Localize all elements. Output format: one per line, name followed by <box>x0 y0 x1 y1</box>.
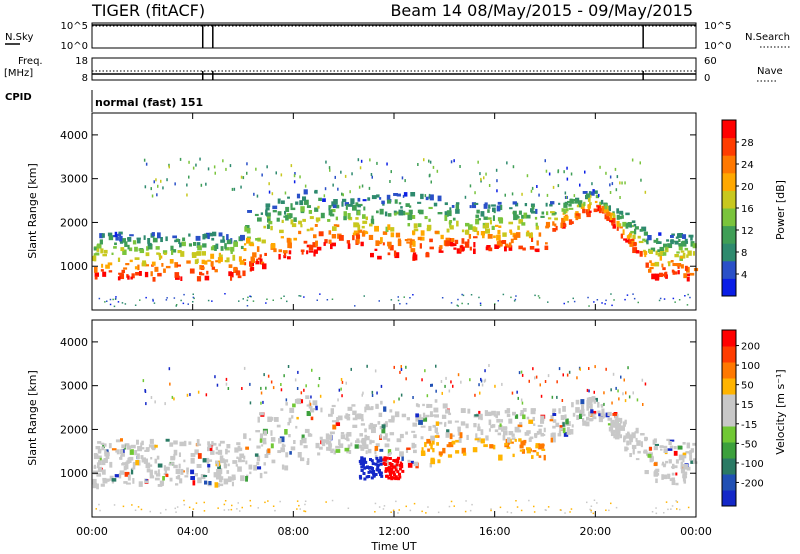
freq-tick-top: 18 <box>75 56 88 67</box>
velocity-colorbar-segment-6 <box>722 394 736 411</box>
xtick-4: 16:00 <box>479 525 511 538</box>
xtick-5: 20:00 <box>579 525 611 538</box>
freq-tick-bottom: 8 <box>82 73 88 84</box>
velocity-colorbar-tick-4: -15 <box>741 420 757 431</box>
power-ytick-3000: 3000 <box>60 173 88 186</box>
cpid-panel: CPID normal (fast) 151 <box>5 90 203 112</box>
figure-title: TIGER (fitACF) <box>91 1 205 20</box>
power-colorbar-segment-9 <box>722 120 736 139</box>
velocity-ytick-3000: 3000 <box>60 380 88 393</box>
power-colorbar-tick-2: 12 <box>741 226 754 237</box>
velocity-panel: 1000 2000 3000 4000 Slant Range [km] 200 100… <box>26 113 787 553</box>
xtick-1: 04:00 <box>177 525 209 538</box>
nave-tick-bottom: 0 <box>704 73 710 84</box>
power-colorbar-segment-6 <box>722 172 736 191</box>
velocity-colorbar-segment-1 <box>722 474 736 491</box>
nsky-tick-bottom: 10^0 <box>61 41 88 52</box>
velocity-colorbar-tick-3: 15 <box>741 400 754 411</box>
power-plot-area <box>92 157 699 308</box>
power-colorbar-segment-5 <box>722 190 736 209</box>
power-colorbar-tick-6: 28 <box>741 138 754 149</box>
nsky-label: N.Sky <box>5 32 33 43</box>
velocity-colorbar-segment-10 <box>722 330 736 347</box>
power-colorbar-segment-4 <box>722 208 736 227</box>
power-ylabel: Slant Range [km] <box>26 163 39 259</box>
velocity-colorbar-tick-1: 100 <box>741 361 760 372</box>
velocity-colorbar-segment-9 <box>722 346 736 363</box>
nsky-trace <box>92 24 696 48</box>
power-ytick-2000: 2000 <box>60 216 88 229</box>
nsearch-tick-top: 10^5 <box>704 21 731 32</box>
freq-trace <box>92 70 696 80</box>
beam-date: Beam 14 08/May/2015 - 09/May/2015 <box>390 1 693 20</box>
freq-label: Freq. <box>18 56 43 67</box>
xtick-2: 08:00 <box>277 525 309 538</box>
power-colorbar-tick-4: 20 <box>741 182 754 193</box>
xtick-6: 00:00 <box>680 525 712 538</box>
power-colorbar-label: Power [dB] <box>774 180 787 240</box>
velocity-plot-area <box>92 364 698 515</box>
power-colorbar-segment-7 <box>722 155 736 174</box>
velocity-colorbar: 200 100 50 15 -15 -50 -100 -200 <box>721 329 764 507</box>
velocity-colorbar-label: Velocity [m s⁻¹] <box>774 369 787 454</box>
nsky-panel: N.Sky 10^5 10^0 10^5 10^0 N.Search <box>5 21 790 52</box>
power-colorbar-tick-1: 8 <box>741 248 747 259</box>
velocity-colorbar-tick-7: -200 <box>741 478 764 489</box>
power-panel: 1000 2000 3000 4000 Slant Range [km] 4 8 12 16… <box>26 112 787 311</box>
velocity-colorbar-segment-7 <box>722 378 736 395</box>
power-colorbar-segment-8 <box>722 137 736 156</box>
velocity-colorbar-tick-5: -50 <box>741 439 757 450</box>
power-colorbar: 4 8 12 16 20 24 28 <box>721 119 754 297</box>
velocity-colorbar-segment-3 <box>722 442 736 459</box>
velocity-ytick-1000: 1000 <box>60 467 88 480</box>
nave-tick-top: 60 <box>704 56 717 67</box>
freq-panel: Freq. [MHz] 18 8 60 0 Nave <box>4 56 783 84</box>
nsky-tick-top: 10^5 <box>61 21 88 32</box>
cpid-label: CPID <box>5 92 32 103</box>
xtick-3: 12:00 <box>378 525 410 538</box>
x-ticks: 00:00 04:00 08:00 12:00 16:00 20:00 00:00 <box>76 113 712 538</box>
cpid-value: normal (fast) 151 <box>95 96 203 109</box>
power-colorbar-segment-2 <box>722 243 736 262</box>
velocity-colorbar-tick-6: -100 <box>741 459 764 470</box>
power-colorbar-tick-0: 4 <box>741 270 747 281</box>
velocity-ytick-4000: 4000 <box>60 336 88 349</box>
nsearch-label: N.Search <box>745 32 790 43</box>
xtick-0: 00:00 <box>76 525 108 538</box>
x-axis-label: Time UT <box>370 540 416 553</box>
power-colorbar-tick-5: 24 <box>741 160 754 171</box>
power-colorbar-segment-1 <box>722 260 736 279</box>
velocity-colorbar-segment-0 <box>722 490 736 507</box>
power-y-ticks: 1000 2000 3000 4000 <box>60 129 696 273</box>
velocity-colorbar-segment-5 <box>722 410 736 427</box>
power-ytick-4000: 4000 <box>60 129 88 142</box>
nave-label: Nave <box>757 66 783 77</box>
velocity-colorbar-tick-2: 50 <box>741 381 754 392</box>
freq-unit-label: [MHz] <box>4 68 33 79</box>
velocity-colorbar-segment-4 <box>722 426 736 443</box>
power-colorbar-segment-3 <box>722 225 736 244</box>
velocity-colorbar-tick-0: 200 <box>741 342 760 353</box>
velocity-ytick-2000: 2000 <box>60 423 88 436</box>
power-ytick-1000: 1000 <box>60 260 88 273</box>
velocity-y-ticks: 1000 2000 3000 4000 <box>60 336 696 480</box>
velocity-colorbar-segment-8 <box>722 362 736 379</box>
nsearch-tick-bottom: 10^0 <box>704 41 731 52</box>
velocity-ylabel: Slant Range [km] <box>26 370 39 466</box>
power-colorbar-segment-0 <box>722 278 736 297</box>
velocity-colorbar-segment-2 <box>722 458 736 475</box>
power-colorbar-tick-3: 16 <box>741 204 754 215</box>
